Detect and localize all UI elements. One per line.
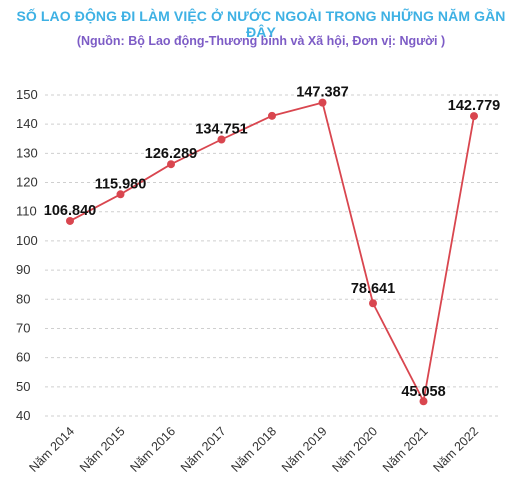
x-tick-label: Năm 2019 <box>279 424 330 475</box>
data-point <box>167 160 175 169</box>
chart-subtitle: (Nguồn: Bộ Lao động-Thương binh và Xã hộ… <box>76 34 446 48</box>
data-label: 45.058 <box>401 384 445 400</box>
y-tick-label: 50 <box>16 379 30 394</box>
data-label: 142.779 <box>448 98 500 114</box>
data-point <box>419 397 428 406</box>
x-tick-label: Năm 2015 <box>77 424 128 475</box>
data-point <box>318 98 327 107</box>
y-tick-label: 80 <box>16 291 30 306</box>
data-label: 115.980 <box>95 176 147 192</box>
y-tick-label: 140 <box>16 116 38 131</box>
x-tick-label: Năm 2016 <box>127 424 178 475</box>
y-tick-label: 70 <box>16 320 30 335</box>
x-axis: Năm 2014 Năm 2015 Năm 2016 Năm 2017 Năm 2018… <box>26 424 481 475</box>
data-labels: 106.840 115.980 126.289 134.751 147.387 78.64… <box>44 85 500 401</box>
y-tick-label: 120 <box>16 175 38 190</box>
grid-lines <box>45 94 500 417</box>
data-point <box>66 216 74 225</box>
x-tick-label: Năm 2021 <box>380 424 431 475</box>
data-point <box>369 299 377 308</box>
chart-title: SỐ LAO ĐỘNG ĐI LÀM VIỆC Ở NƯỚC NGOÀI TRO… <box>16 8 506 40</box>
data-point <box>116 190 125 199</box>
y-tick-label: 130 <box>16 145 38 160</box>
x-tick-label: Năm 2018 <box>228 424 279 475</box>
y-tick-label: 100 <box>16 233 38 248</box>
x-tick-label: Năm 2022 <box>430 424 481 475</box>
data-label: 134.751 <box>195 121 247 137</box>
data-label: 106.840 <box>44 203 96 219</box>
x-tick-label: Năm 2020 <box>329 424 380 475</box>
data-label: 147.387 <box>296 85 348 101</box>
data-point <box>217 135 226 144</box>
y-axis: 40 50 60 70 80 90 100 110 120 130 140 150 <box>16 87 38 423</box>
y-tick-label: 150 <box>16 87 38 102</box>
y-tick-label: 60 <box>16 350 30 365</box>
series-line <box>69 101 475 403</box>
x-tick-label: Năm 2014 <box>26 424 77 475</box>
data-label: 126.289 <box>145 146 197 162</box>
x-tick-label: Năm 2017 <box>178 424 229 475</box>
data-label: 78.641 <box>351 281 395 297</box>
data-point <box>268 111 276 120</box>
y-tick-label: 40 <box>16 408 30 423</box>
series-group <box>66 98 478 406</box>
y-tick-label: 110 <box>16 204 37 219</box>
data-point <box>470 112 478 121</box>
y-tick-label: 90 <box>16 262 30 277</box>
